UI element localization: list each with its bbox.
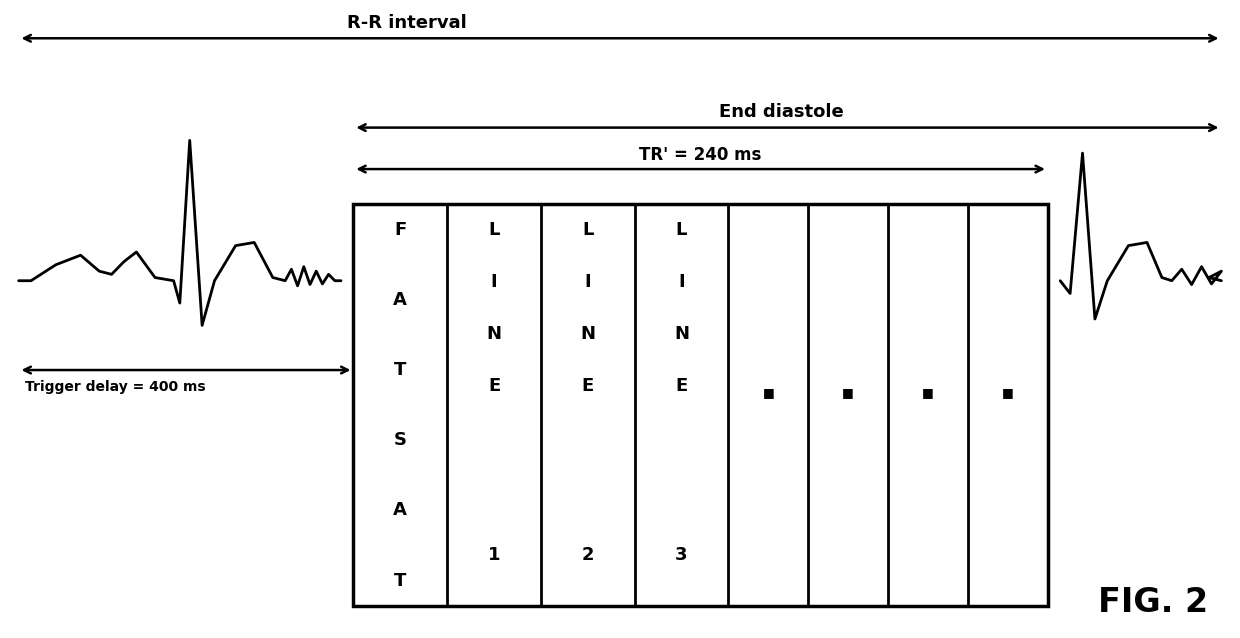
Text: L: L — [582, 221, 594, 239]
Text: 1: 1 — [487, 546, 500, 564]
Text: ■: ■ — [763, 386, 774, 399]
Text: L: L — [489, 221, 500, 239]
Text: Trigger delay = 400 ms: Trigger delay = 400 ms — [25, 380, 206, 394]
Text: End diastole: End diastole — [719, 103, 843, 121]
Text: ■: ■ — [842, 386, 854, 399]
Text: TR' = 240 ms: TR' = 240 ms — [640, 146, 761, 164]
Text: E: E — [582, 377, 594, 395]
Text: I: I — [584, 273, 591, 291]
Text: 3: 3 — [676, 546, 688, 564]
Text: FIG. 2: FIG. 2 — [1099, 586, 1208, 619]
Text: ■: ■ — [923, 386, 934, 399]
Text: E: E — [487, 377, 500, 395]
Text: T: T — [394, 572, 407, 590]
Text: S: S — [394, 431, 407, 449]
Text: N: N — [675, 325, 689, 343]
Text: ■: ■ — [1002, 386, 1014, 399]
Text: R-R interval: R-R interval — [347, 14, 467, 32]
Text: N: N — [486, 325, 501, 343]
Bar — [353, 204, 1048, 606]
Text: A: A — [393, 501, 407, 519]
Text: T: T — [394, 361, 407, 379]
Text: N: N — [580, 325, 595, 343]
Text: F: F — [394, 221, 407, 239]
Text: A: A — [393, 291, 407, 309]
Text: L: L — [676, 221, 687, 239]
Text: 2: 2 — [582, 546, 594, 564]
Text: E: E — [676, 377, 688, 395]
Text: I: I — [491, 273, 497, 291]
Text: I: I — [678, 273, 684, 291]
